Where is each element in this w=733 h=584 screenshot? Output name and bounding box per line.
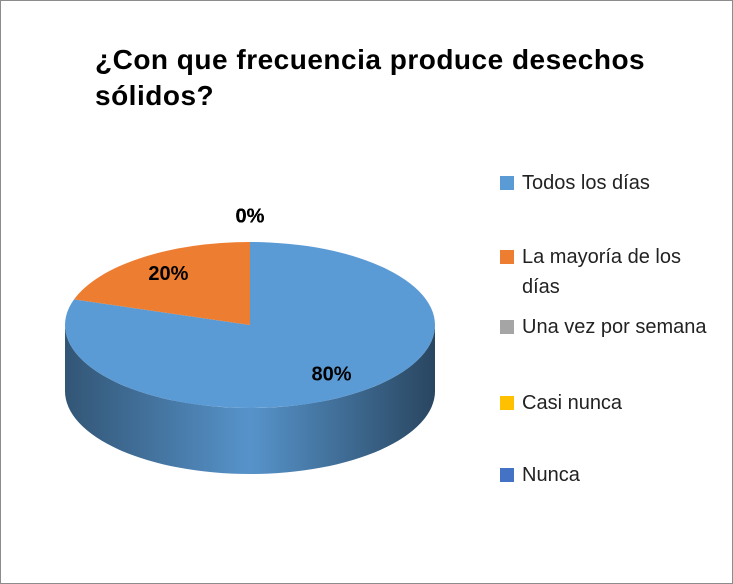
legend-item: Una vez por semana	[500, 312, 712, 342]
legend-label: Casi nunca	[522, 392, 623, 414]
data-label: 0%	[236, 205, 265, 227]
legend-label: Una vez por semana	[522, 316, 707, 338]
legend-item: La mayoría de los días	[500, 242, 712, 302]
data-label: 80%	[312, 364, 352, 386]
slice-side-shade	[65, 325, 435, 474]
legend-label: Nunca	[522, 464, 580, 486]
legend-swatch	[500, 396, 514, 410]
legend-label: La mayoría de los días	[522, 246, 681, 298]
chart-title: ¿Con que frecuencia produce desechos sól…	[95, 44, 646, 111]
data-label: 0%	[236, 205, 265, 227]
legend-item: Todos los días	[500, 168, 712, 198]
legend-swatch	[500, 176, 514, 190]
legend-swatch	[500, 320, 514, 334]
data-label: 20%	[148, 263, 188, 285]
slice	[74, 242, 251, 325]
legend-item: Casi nunca	[500, 388, 712, 418]
legend-item: Nunca	[500, 460, 712, 490]
legend-label: Todos los días	[522, 172, 650, 194]
legend-swatch	[500, 250, 514, 264]
data-label: 0%	[236, 205, 265, 227]
legend-swatch	[500, 468, 514, 482]
